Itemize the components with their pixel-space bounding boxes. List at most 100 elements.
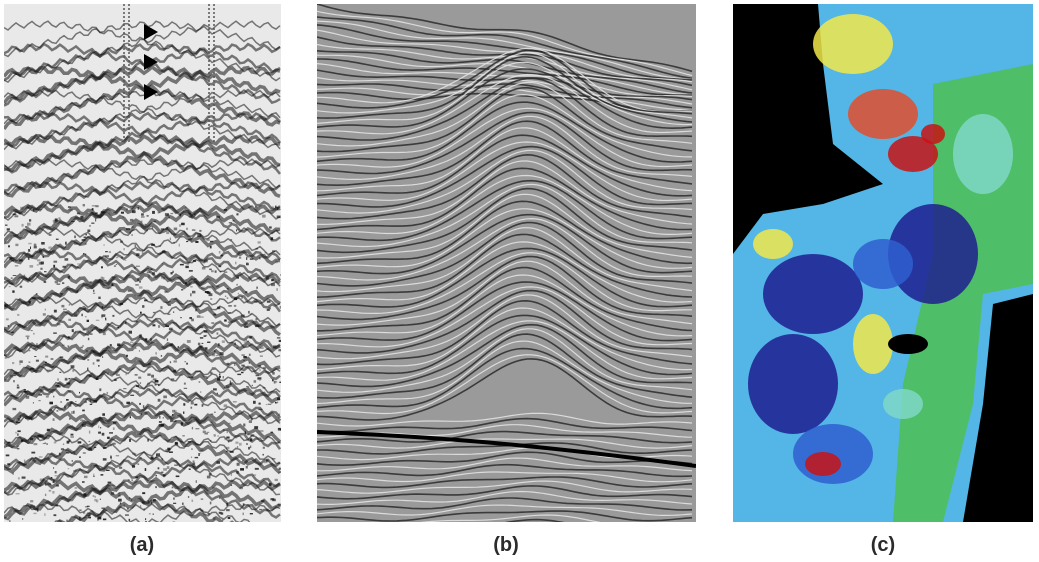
noise-speck: [99, 388, 102, 392]
noise-speck: [98, 431, 101, 434]
noise-speck: [64, 258, 69, 261]
noise-speck: [128, 330, 132, 334]
noise-speck: [236, 283, 238, 286]
horizon-line: [317, 266, 693, 332]
horizon-line: [317, 141, 693, 202]
noise-speck: [171, 486, 174, 489]
noise-speck: [192, 462, 196, 465]
horizon-line: [317, 81, 693, 147]
reflection-event: [4, 272, 281, 337]
noise-speck: [142, 492, 146, 495]
noise-speck: [248, 353, 251, 356]
attribute-blob: [853, 239, 913, 289]
noise-speck: [236, 229, 237, 232]
noise-speck: [134, 244, 136, 247]
noise-speck: [82, 204, 85, 207]
reflection-event: [4, 365, 281, 428]
noise-speck: [178, 243, 180, 247]
horizon-line: [317, 16, 693, 80]
noise-speck: [25, 335, 30, 338]
noise-speck: [163, 468, 167, 471]
noise-speck: [77, 263, 80, 265]
noise-speck: [44, 513, 46, 516]
horizon-line: [317, 174, 693, 235]
noise-speck: [182, 435, 185, 437]
noise-speck: [109, 344, 112, 347]
noise-speck: [154, 384, 157, 386]
noise-speck: [80, 346, 83, 349]
noise-speck: [259, 508, 263, 511]
noise-speck: [53, 264, 56, 268]
noise-speck: [219, 373, 221, 376]
horizon-line: [317, 307, 693, 371]
noise-speck: [226, 436, 230, 439]
horizon-line: [317, 68, 693, 130]
horizon-line: [317, 430, 693, 444]
attribute-blob: [793, 424, 873, 484]
noise-speck: [98, 365, 100, 367]
noise-speck: [52, 418, 55, 421]
noise-speck: [253, 400, 256, 404]
reflection-event: [4, 203, 281, 269]
noise-speck: [115, 256, 119, 259]
noise-speck: [226, 430, 228, 434]
reflection-event: [4, 20, 281, 84]
noise-speck: [14, 265, 19, 267]
noise-speck: [110, 456, 112, 460]
reflection-event: [4, 319, 281, 382]
noise-speck: [74, 235, 76, 239]
noise-speck: [82, 452, 86, 454]
noise-speck: [50, 358, 54, 360]
noise-speck: [119, 466, 123, 469]
noise-speck: [155, 486, 157, 489]
reflection-event: [4, 133, 281, 173]
reflection-event: [4, 434, 281, 496]
noise-speck: [117, 343, 121, 347]
noise-speck: [271, 283, 275, 287]
noise-speck: [175, 475, 180, 478]
noise-speck: [276, 288, 278, 291]
noise-speck: [210, 413, 214, 415]
noise-speck: [113, 265, 117, 267]
noise-speck: [95, 319, 100, 321]
noise-speck: [28, 361, 31, 363]
noise-speck: [218, 375, 221, 378]
noise-speck: [46, 443, 48, 445]
noise-speck: [52, 480, 55, 483]
noise-speck: [253, 380, 257, 383]
noise-speck: [113, 468, 115, 470]
noise-speck: [95, 205, 99, 208]
noise-speck: [135, 347, 137, 349]
noise-speck: [64, 377, 68, 381]
noise-speck: [12, 362, 15, 365]
horizon-line: [317, 252, 692, 314]
horizon-line: [317, 69, 693, 101]
noise-speck: [173, 360, 177, 363]
deep-reflector: [317, 430, 696, 468]
noise-speck: [221, 340, 225, 343]
noise-speck: [56, 283, 61, 285]
noise-speck: [216, 332, 219, 335]
noise-speck: [191, 229, 196, 231]
reflection-event: [4, 410, 281, 449]
noise-speck: [119, 502, 122, 505]
noise-speck: [248, 310, 250, 314]
noise-speck: [200, 452, 202, 454]
reflection-event: [4, 387, 281, 424]
noise-speck: [262, 446, 265, 449]
noise-speck: [188, 270, 193, 272]
noise-speck: [235, 261, 237, 265]
noise-speck: [71, 460, 73, 462]
noise-speck: [269, 483, 272, 486]
noise-speck: [226, 362, 230, 365]
caption-b: (b): [493, 534, 519, 556]
noise-speck: [84, 475, 88, 479]
noise-speck: [135, 284, 139, 286]
noise-speck: [236, 462, 240, 466]
noise-speck: [22, 518, 24, 520]
noise-speck: [271, 206, 274, 209]
noise-speck: [142, 305, 145, 308]
horizon-line: [317, 61, 693, 126]
horizon-line: [317, 183, 693, 248]
noise-speck: [171, 378, 175, 381]
